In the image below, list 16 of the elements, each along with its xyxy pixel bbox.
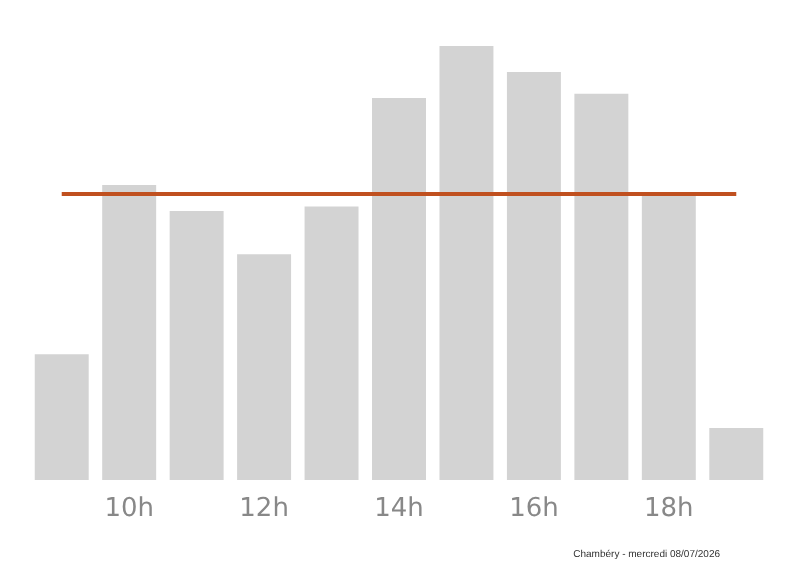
x-tick-label: 10h bbox=[104, 494, 154, 524]
bar bbox=[304, 206, 359, 480]
bar bbox=[237, 254, 292, 480]
bar bbox=[506, 72, 561, 480]
bar bbox=[169, 210, 224, 480]
bar bbox=[439, 46, 494, 480]
x-tick-label: 12h bbox=[239, 494, 289, 524]
bar bbox=[372, 98, 426, 480]
bar bbox=[641, 193, 696, 480]
x-tick-label: 16h bbox=[509, 494, 559, 524]
bar bbox=[574, 93, 629, 480]
bar bbox=[34, 354, 89, 480]
x-tick-label: 14h bbox=[374, 494, 424, 524]
bar bbox=[709, 427, 764, 480]
x-tick-label: 18h bbox=[644, 494, 694, 524]
bar bbox=[102, 184, 157, 480]
